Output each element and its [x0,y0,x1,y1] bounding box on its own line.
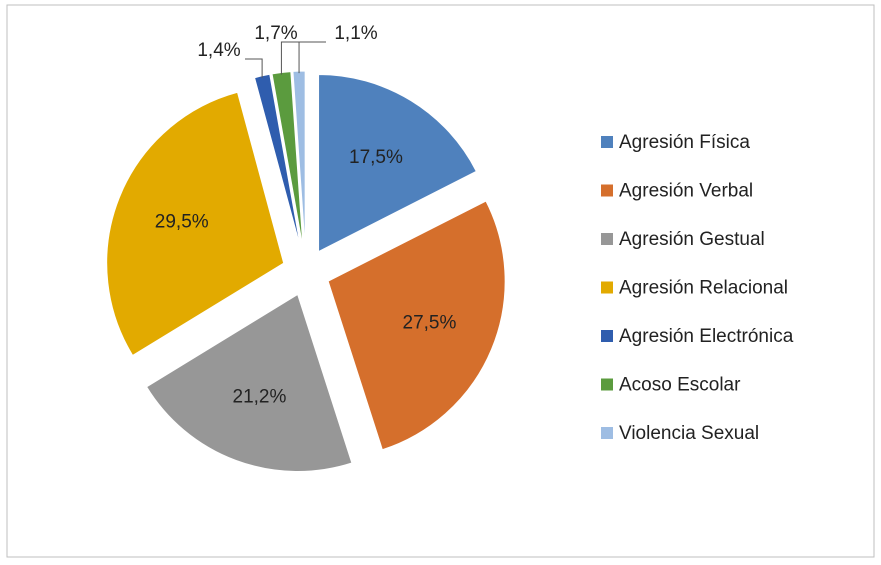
legend-label: Agresión Relacional [619,278,788,299]
legend-label: Agresión Gestual [619,229,765,250]
leader-line [245,58,263,78]
legend-swatch [601,427,613,439]
legend-swatch [601,233,613,245]
pie-slice [106,91,285,357]
pie-slice [318,74,478,253]
legend-label: Violencia Sexual [619,423,759,444]
leader-line [280,41,302,75]
legend-swatch [601,281,613,294]
data-label: 1,7% [254,23,297,44]
legend-label: Agresión Electrónica [619,326,794,347]
legend-label: Agresión Verbal [619,181,753,202]
data-label: 17,5% [349,147,403,168]
leader-line [298,41,326,74]
data-label: 21,2% [233,386,287,407]
legend-swatch [601,378,613,391]
legend-swatch [601,330,613,342]
legend-swatch [601,184,613,197]
data-label: 29,5% [155,212,209,233]
pie-slice [327,200,506,451]
data-label: 1,4% [197,40,240,61]
data-label: 1,1% [334,23,377,44]
pie-slice [145,293,353,472]
legend-label: Agresión Física [619,132,750,153]
legend-label: Acoso Escolar [619,375,741,396]
legend-swatch [601,136,613,148]
data-label: 27,5% [403,312,457,333]
